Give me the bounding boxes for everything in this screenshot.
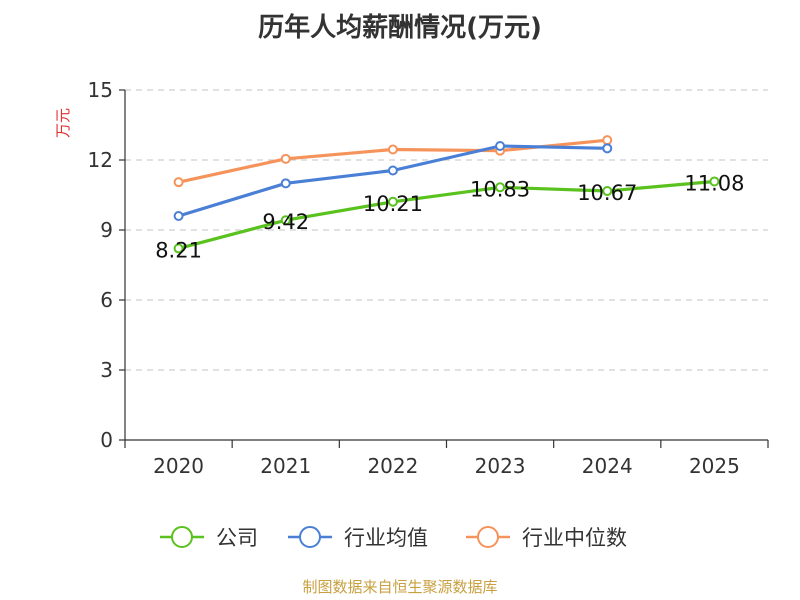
y-tick-label: 15 [88, 78, 113, 102]
series-1-point [280, 178, 291, 189]
series-2-point [387, 144, 398, 155]
chart-title: 历年人均薪酬情况(万元) [258, 12, 542, 43]
legend-label: 公司 [216, 526, 258, 550]
series-1-point [173, 211, 184, 221]
data-label: 10.83 [470, 177, 530, 201]
axes: 0 3 6 9 12 15 2020 2021 2022 2023 2024 2025 [88, 78, 769, 478]
y-tick-label: 0 [100, 428, 113, 452]
legend: 公司 行业均值 行业中位数 [160, 526, 627, 550]
gridlines [125, 89, 768, 371]
x-tick-label: 2020 [153, 454, 204, 478]
y-axis-label: 万元 [54, 108, 72, 138]
series-0-point [495, 182, 506, 193]
series-1-point [387, 165, 398, 176]
y-tick-label: 9 [100, 218, 113, 242]
series-1-point [495, 141, 506, 151]
x-tick-label: 2022 [367, 454, 418, 478]
y-tick-label: 6 [100, 288, 113, 312]
series-0-point [709, 176, 720, 187]
series-0-point [602, 186, 613, 197]
source-note: 制图数据来自恒生聚源数据库 [302, 578, 497, 596]
data-label: 8.21 [155, 238, 202, 262]
series-2-point [173, 177, 184, 188]
legend-label: 行业均值 [344, 526, 428, 550]
legend-label: 行业中位数 [522, 526, 627, 550]
y-tick-label: 3 [100, 358, 113, 382]
legend-marker [299, 526, 321, 548]
data-label: 9.42 [262, 210, 309, 234]
data-label: 11.08 [684, 171, 744, 195]
x-tick-label: 2023 [475, 454, 526, 478]
data-label: 10.21 [363, 192, 423, 216]
series-2-point [602, 135, 613, 146]
series-0-point [173, 243, 184, 254]
series-0-line [177, 179, 716, 250]
series-0-point [387, 196, 398, 207]
x-tick-label: 2024 [582, 454, 633, 478]
data-label: 10.67 [577, 181, 637, 205]
legend-marker [171, 526, 193, 548]
series-1-point [602, 143, 613, 154]
legend-marker [477, 526, 499, 548]
x-tick-label: 2025 [689, 454, 740, 478]
series-0-point [280, 215, 291, 226]
series-layer [173, 135, 720, 254]
x-tick-label: 2021 [260, 454, 311, 478]
y-tick-label: 12 [88, 148, 113, 172]
series-2-point [280, 153, 291, 164]
data-labels: 8.21 9.42 10.21 10.83 10.67 11.08 [155, 171, 744, 262]
